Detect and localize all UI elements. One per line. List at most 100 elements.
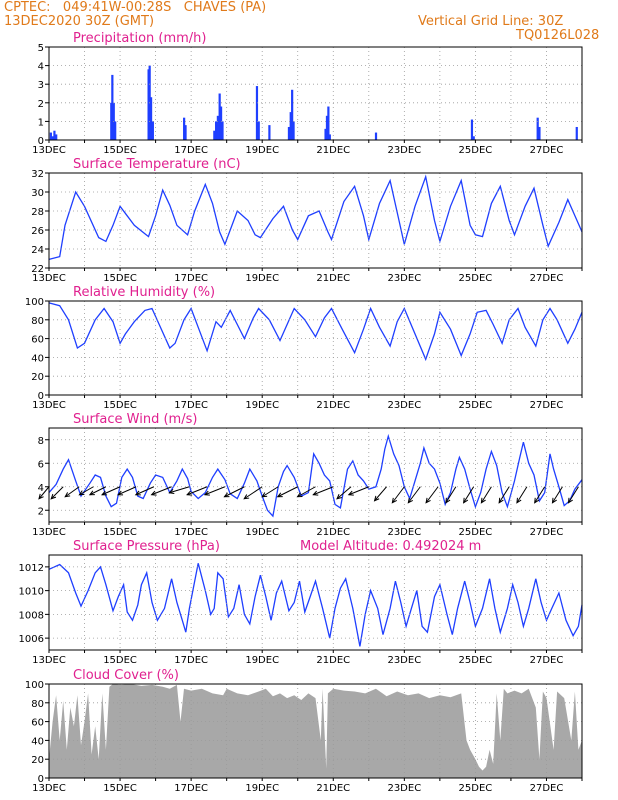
wind-arrow-head xyxy=(101,490,108,496)
wind-arrow xyxy=(79,486,94,496)
wind-arrow-head xyxy=(243,494,250,500)
wind-arrow-head xyxy=(203,490,210,496)
precip-bar xyxy=(149,97,153,140)
wind-arrow-head xyxy=(78,490,85,496)
precip-bar xyxy=(470,119,474,140)
wind-arrow-head xyxy=(64,492,71,498)
y-tick-label: 100 xyxy=(25,680,44,691)
wind-arrow xyxy=(89,486,107,496)
y-tick-label: 60 xyxy=(31,718,44,729)
precip-bar xyxy=(218,93,221,140)
wind-arrow-head xyxy=(516,497,522,504)
wind-arrow-head xyxy=(336,493,342,500)
x-tick-label: 17DEC xyxy=(174,783,208,794)
y-tick-label: 80 xyxy=(31,316,44,327)
y-tick-label: 20 xyxy=(31,372,44,383)
wind-arrow xyxy=(391,486,405,504)
x-tick-label: 19DEC xyxy=(245,783,279,794)
x-tick-label: 13DEC xyxy=(32,273,66,284)
wind-arrow xyxy=(407,486,421,504)
y-tick-label: 26 xyxy=(31,226,44,237)
pressure-line xyxy=(48,563,583,647)
precip-bar xyxy=(472,136,475,140)
x-tick-label: 23DEC xyxy=(387,400,421,411)
precip-bar xyxy=(151,121,154,140)
wind-arrow xyxy=(117,486,137,496)
x-tick-label: 21DEC xyxy=(316,655,350,666)
x-tick-label: 21DEC xyxy=(316,783,350,794)
panel-frame xyxy=(48,427,583,523)
wind-arrow-head xyxy=(261,492,268,498)
wind-arrow-head xyxy=(134,490,141,496)
wind-arrow xyxy=(277,486,298,498)
wind-arrow-head xyxy=(425,497,431,504)
y-tick-label: 24 xyxy=(31,245,44,256)
precip-bar xyxy=(216,115,219,140)
wind-arrow-head xyxy=(391,497,398,504)
y-tick-label: 2 xyxy=(38,506,44,517)
wind-arrow-head xyxy=(168,489,175,495)
x-tick-label: 25DEC xyxy=(459,527,493,538)
precip-bar xyxy=(53,130,56,140)
x-tick-label: 23DEC xyxy=(387,527,421,538)
precip-bar xyxy=(292,121,295,140)
precip-bar xyxy=(291,89,294,140)
wind-line xyxy=(48,433,583,518)
panel-title: Surface Temperature (nC) xyxy=(73,157,241,172)
y-tick-label: 4 xyxy=(38,62,44,73)
y-tick-label: 1008 xyxy=(19,610,44,621)
x-tick-label: 17DEC xyxy=(174,273,208,284)
x-tick-label: 19DEC xyxy=(245,400,279,411)
panel-frame xyxy=(48,172,583,269)
y-tick-label: 32 xyxy=(31,169,44,180)
x-tick-label: 13DEC xyxy=(32,783,66,794)
x-tick-label: 15DEC xyxy=(103,655,137,666)
x-tick-label: 13DEC xyxy=(32,655,66,666)
panel-title: Surface Pressure (hPa) xyxy=(73,539,220,554)
precip-bar xyxy=(257,121,260,140)
x-tick-label: 25DEC xyxy=(459,400,493,411)
precip-bar xyxy=(219,106,223,140)
panel-frame xyxy=(48,554,583,651)
wind-arrow xyxy=(516,486,528,504)
wind-arrow xyxy=(445,486,457,504)
x-tick-label: 19DEC xyxy=(245,655,279,666)
wind-arrow-head xyxy=(480,497,486,504)
y-tick-label: 1010 xyxy=(19,587,44,598)
panel-title: Relative Humidity (%) xyxy=(73,285,215,300)
wind-arrow xyxy=(135,486,155,496)
precip-bar xyxy=(114,121,117,140)
precip-bar xyxy=(538,126,541,140)
x-tick-label: 27DEC xyxy=(530,400,564,411)
x-tick-label: 21DEC xyxy=(316,145,350,156)
wind-arrow xyxy=(480,486,492,504)
y-tick-label: 60 xyxy=(31,335,44,346)
precip-bar xyxy=(289,112,292,140)
panel-pressure: Surface Pressure (hPa) Model Altitude: 0.… xyxy=(19,539,583,666)
wind-arrow xyxy=(64,486,80,498)
x-tick-label: 21DEC xyxy=(316,273,350,284)
y-tick-label: 8 xyxy=(38,436,44,447)
wind-arrow xyxy=(568,486,579,504)
panel-precipitation: Precipitation (mm/h) 0 1 2 3 4 5 13DEC 15DEC 17DE… xyxy=(32,31,583,156)
panel-cloud-cover: Cloud Cover (%) 0 20 40 60 80 100 13DEC 15DEC 17D… xyxy=(25,668,583,794)
y-tick-label: 30 xyxy=(31,188,44,199)
y-tick-label: 1 xyxy=(38,117,44,128)
y-tick-label: 20 xyxy=(31,755,44,766)
precip-bar xyxy=(221,121,224,140)
precip-bar xyxy=(328,134,331,140)
x-tick-label: 17DEC xyxy=(174,655,208,666)
wind-arrow xyxy=(169,486,190,494)
x-tick-label: 25DEC xyxy=(459,655,493,666)
y-tick-label: 22 xyxy=(31,264,44,275)
y-tick-label: 6 xyxy=(38,459,44,470)
wind-arrow xyxy=(498,486,510,504)
x-tick-label: 15DEC xyxy=(103,783,137,794)
precip-bar xyxy=(255,86,259,140)
x-tick-label: 17DEC xyxy=(174,145,208,156)
y-tick-label: 0 xyxy=(38,391,44,402)
wind-arrow-head xyxy=(312,490,319,496)
x-tick-label: 23DEC xyxy=(387,655,421,666)
wind-arrow-head xyxy=(50,493,57,500)
